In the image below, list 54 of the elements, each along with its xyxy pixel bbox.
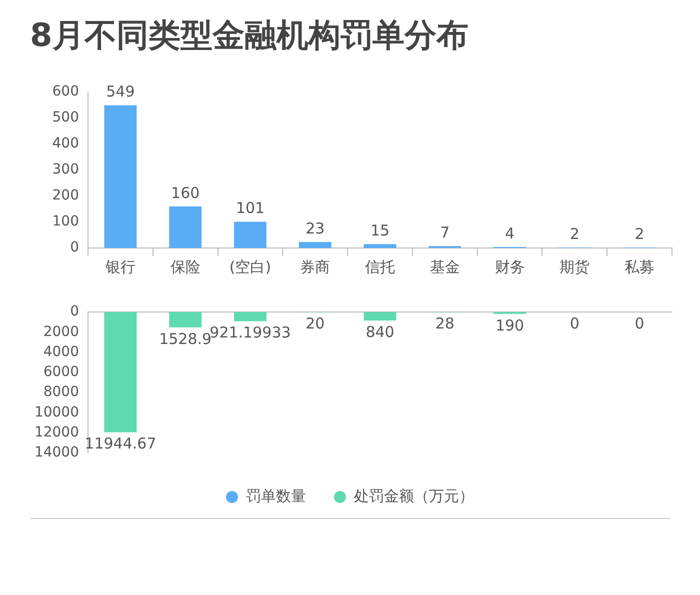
data-label: 4 bbox=[505, 224, 515, 242]
x-tick-label: 基金 bbox=[430, 258, 460, 276]
y-tick-label: 500 bbox=[52, 110, 79, 126]
x-tick-label: 财务 bbox=[494, 258, 525, 276]
y-tick-label: 600 bbox=[52, 84, 79, 100]
data-label: 921.19933 bbox=[210, 324, 291, 342]
x-tick-label: 保险 bbox=[170, 258, 200, 276]
y-tick-label: 300 bbox=[52, 162, 79, 178]
y-tick-label: 400 bbox=[52, 136, 79, 152]
bar bbox=[104, 105, 137, 248]
data-label: 840 bbox=[366, 322, 394, 341]
data-label: 7 bbox=[440, 224, 450, 242]
data-label: 23 bbox=[306, 219, 325, 238]
data-label: 101 bbox=[236, 199, 265, 218]
bar bbox=[104, 312, 137, 432]
x-tick-label: 银行 bbox=[104, 258, 136, 276]
chart-title: 8月不同类型金融机构罚单分布 bbox=[30, 15, 470, 56]
x-tick-label: 信托 bbox=[365, 258, 395, 276]
y-tick-label: 2000 bbox=[43, 324, 79, 340]
data-label: 0 bbox=[634, 314, 644, 332]
bar bbox=[234, 312, 266, 322]
data-label: 190 bbox=[495, 316, 524, 334]
data-label: 2 bbox=[634, 224, 644, 243]
bar bbox=[169, 312, 202, 328]
y-tick-label: 100 bbox=[52, 214, 79, 230]
legend-label: 罚单数量 bbox=[246, 487, 306, 506]
bar bbox=[364, 244, 396, 248]
y-tick-label: 4000 bbox=[43, 344, 79, 360]
bar bbox=[234, 222, 266, 248]
data-label: 549 bbox=[106, 82, 135, 101]
data-label: 2 bbox=[570, 224, 580, 243]
y-tick-label: 12000 bbox=[34, 424, 79, 440]
data-label: 15 bbox=[370, 221, 390, 240]
legend-label: 处罚金额（万元） bbox=[354, 487, 474, 506]
y-tick-label: 14000 bbox=[34, 444, 79, 461]
data-label: 1528.9 bbox=[159, 330, 212, 348]
x-tick-label: 券商 bbox=[300, 258, 330, 276]
data-label: 20 bbox=[306, 314, 325, 333]
x-tick-label: 私募 bbox=[624, 258, 655, 276]
y-tick-label: 6000 bbox=[43, 364, 79, 380]
data-label: 0 bbox=[570, 314, 580, 332]
bar bbox=[169, 206, 202, 248]
bar bbox=[364, 312, 396, 320]
y-tick-label: 200 bbox=[52, 188, 79, 204]
data-label: 160 bbox=[171, 184, 200, 202]
data-label: 28 bbox=[435, 314, 454, 333]
x-tick-label: (空白) bbox=[229, 258, 272, 276]
y-tick-label: 8000 bbox=[43, 384, 79, 400]
data-label: 11944.67 bbox=[84, 434, 156, 453]
y-tick-label: 0 bbox=[70, 304, 79, 320]
y-tick-label: 0 bbox=[70, 240, 79, 256]
x-tick-label: 期货 bbox=[560, 258, 590, 276]
y-tick-label: 10000 bbox=[34, 404, 79, 420]
bar bbox=[298, 242, 332, 248]
